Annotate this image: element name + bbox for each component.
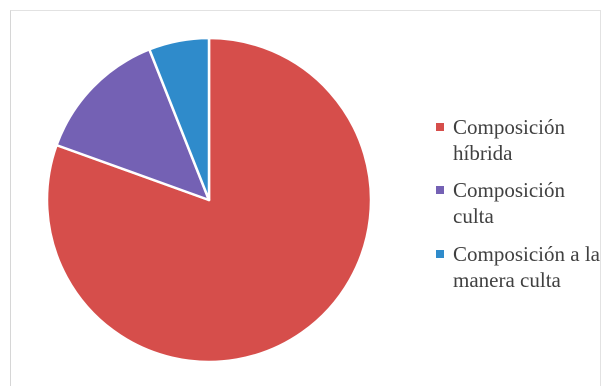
legend-item-culta: Composición culta	[436, 177, 603, 229]
legend-swatch-culta	[436, 186, 444, 194]
chart-frame: Composición híbrida Composición culta Co…	[10, 10, 601, 386]
legend: Composición híbrida Composición culta Co…	[436, 114, 603, 304]
pie-chart	[45, 36, 373, 364]
legend-swatch-hibrida	[436, 123, 444, 131]
legend-label-culta: Composición culta	[453, 178, 566, 228]
legend-item-manera-culta: Composición a la manera culta	[436, 241, 603, 293]
pie-slice-3	[148, 36, 211, 202]
pie-slice-2	[55, 48, 211, 202]
legend-swatch-manera-culta	[436, 250, 444, 258]
legend-label-hibrida: Composición híbrida	[453, 115, 566, 165]
legend-item-hibrida: Composición híbrida	[436, 114, 603, 166]
legend-label-manera-culta: Composición a la manera culta	[453, 242, 600, 292]
